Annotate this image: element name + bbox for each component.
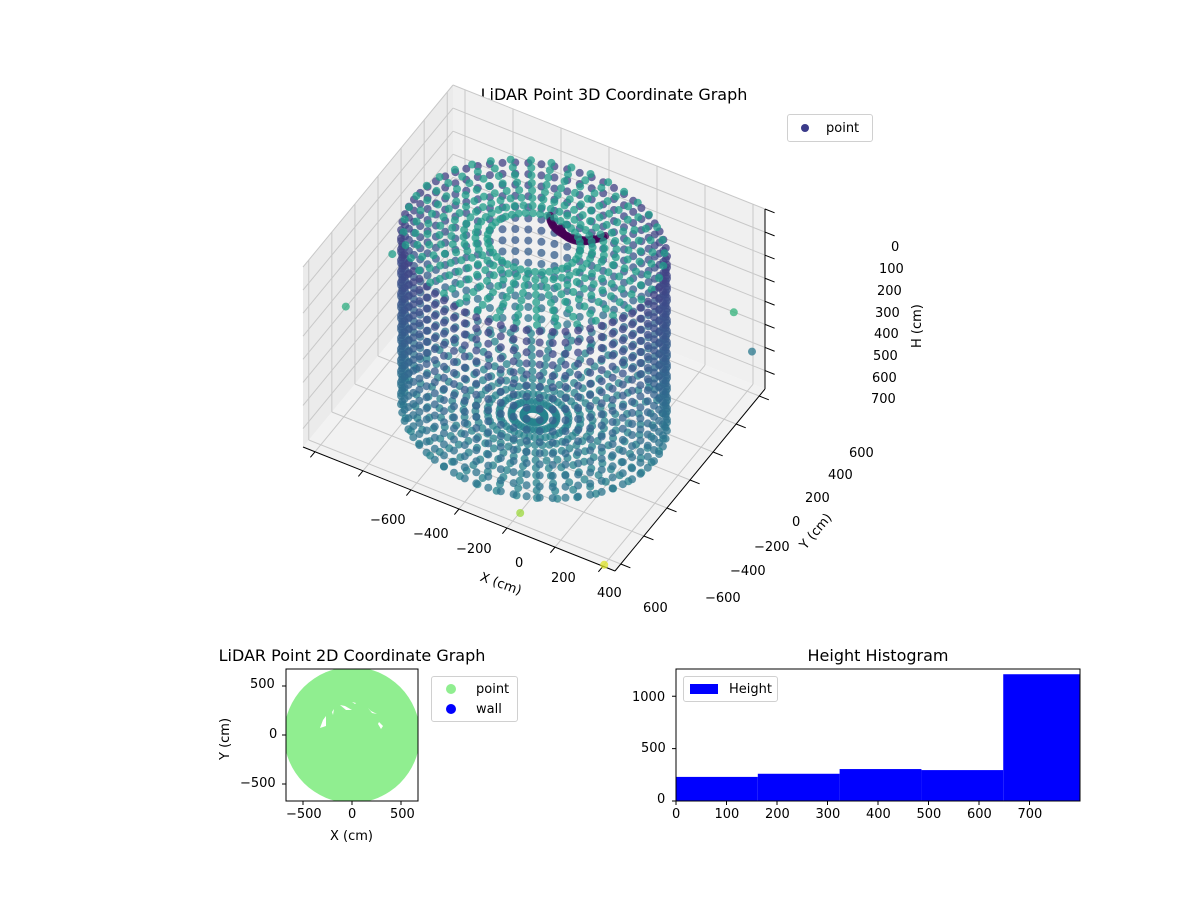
plot2d-y-label: Y (cm) [218,717,233,760]
plot2d-y-tick: 0 [269,727,278,742]
plot2d-y-tick: 500 [250,677,275,692]
hist-y-tick: 1000 [632,690,666,705]
hist-y-tick: 500 [641,741,666,756]
plot2d-x-tick: −500 [286,807,322,822]
hist-x-tick: 0 [672,807,681,822]
y-tick: 0 [792,515,801,530]
plot3d-title: LiDAR Point 3D Coordinate Graph [480,85,748,104]
plot2d-y-tick: −500 [240,776,276,791]
y-tick: 200 [805,491,830,506]
legend-height-label: Height [729,681,772,697]
z-tick: 0 [891,240,900,255]
legend-point-label: point [826,120,860,136]
plot2d-title: LiDAR Point 2D Coordinate Graph [218,646,486,665]
legend-height-swatch [690,684,718,694]
legend-point-label: point [476,681,510,697]
x-tick: 0 [515,556,524,571]
plot2d-legend: point wall [431,676,518,722]
histogram-title: Height Histogram [807,646,949,665]
hist-x-tick: 400 [866,807,891,822]
legend-point-marker [446,684,456,694]
hist-x-tick: 200 [765,807,790,822]
plot2d-x-label: X (cm) [330,829,373,844]
plot2d-x-tick: 500 [390,807,415,822]
hist-y-tick: 0 [657,792,666,807]
z-tick: 200 [877,284,902,299]
hist-x-tick: 700 [1017,807,1043,822]
x-tick: 400 [597,586,622,601]
x-tick: −200 [456,542,492,557]
z-tick: 600 [872,371,897,386]
y-tick: −200 [754,540,790,555]
hist-x-tick: 600 [967,807,992,822]
legend-wall-label: wall [476,701,502,717]
z-axis-label: H (cm) [910,304,925,348]
y-tick: 600 [849,446,874,461]
z-tick: 700 [871,392,896,407]
z-tick: 500 [873,349,898,364]
plot3d-legend: point [787,114,873,142]
y-tick: 400 [828,468,853,483]
plot2d-x-tick: 0 [348,807,357,822]
plot3d-canvas [302,84,775,573]
y-tick: −600 [705,591,741,606]
y-tick: −400 [730,564,766,579]
z-tick: 100 [879,262,904,277]
z-tick: 400 [874,327,899,342]
histogram-legend: Height [683,676,778,702]
x-tick: −600 [370,513,406,528]
x-tick: −400 [413,527,449,542]
hist-x-tick: 100 [714,807,740,822]
x-tick: 600 [643,601,668,616]
z-tick: 300 [875,306,900,321]
legend-point-marker [801,124,809,132]
hist-x-tick: 300 [815,807,841,822]
hist-x-tick: 500 [916,807,942,822]
x-tick: 200 [551,571,576,586]
legend-wall-marker [446,704,456,714]
